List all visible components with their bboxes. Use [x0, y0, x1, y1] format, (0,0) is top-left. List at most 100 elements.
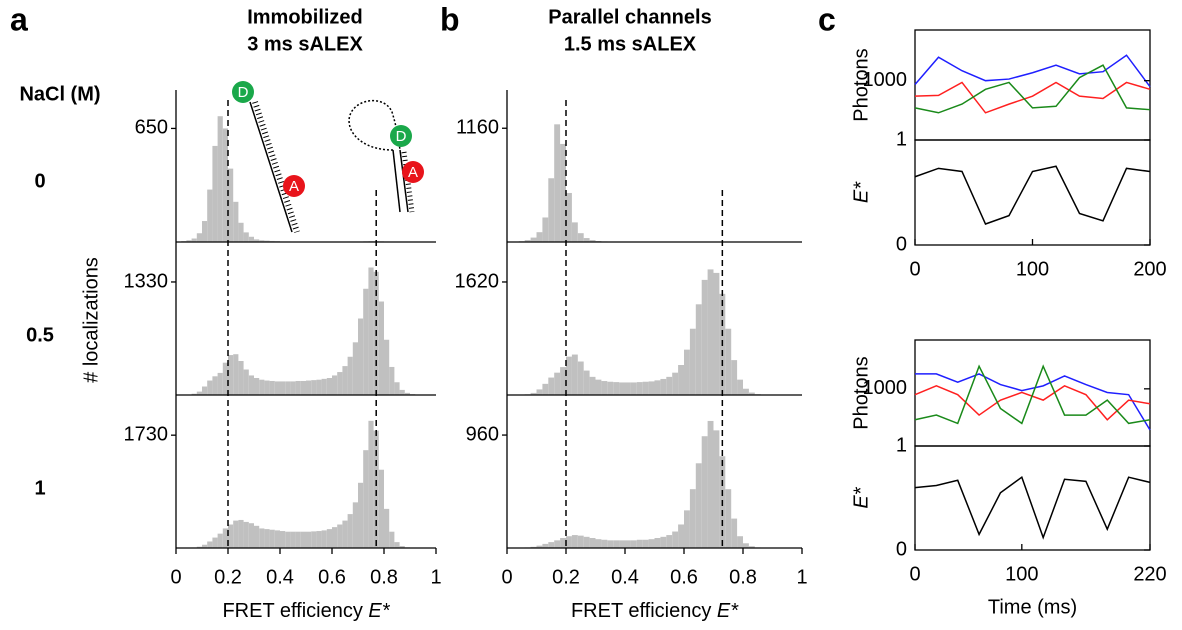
y-tick-label: 0 — [896, 538, 907, 560]
histogram-bar — [660, 536, 667, 548]
plot-frame — [914, 445, 1151, 551]
histogram-bar — [666, 535, 673, 548]
histogram-bar — [672, 531, 679, 548]
histogram-bar — [660, 378, 667, 395]
histogram-bar — [196, 391, 202, 395]
histogram-bar — [748, 546, 755, 548]
x-tick-label: 0.6 — [670, 566, 698, 588]
dye-circle — [402, 161, 424, 183]
histogram-bar — [743, 543, 749, 548]
x-tick-label: 0.4 — [266, 566, 294, 588]
histogram-bar — [248, 523, 254, 548]
trace-line — [914, 165, 1151, 225]
x-tick-label: 1 — [796, 566, 807, 588]
x-axis-label-symbol: E* — [717, 600, 739, 622]
histogram-bar — [337, 524, 343, 548]
dye-label: D — [238, 84, 249, 101]
histogram-bar — [222, 128, 228, 242]
histogram-bar — [536, 389, 543, 395]
histogram-bar — [684, 349, 690, 395]
y-tick-label: 1620 — [455, 270, 500, 292]
x-axis-label: Time (ms) — [988, 596, 1077, 618]
row-header: NaCl (M) — [19, 83, 100, 105]
histogram-bar — [295, 531, 301, 548]
histogram-bar — [358, 318, 364, 395]
histogram-bar — [399, 546, 405, 548]
histogram-bar — [259, 240, 265, 242]
histogram-bar — [347, 356, 353, 395]
histogram-bar — [542, 217, 549, 242]
histogram-bar — [678, 524, 684, 548]
histogram-bar — [186, 240, 192, 242]
histogram-bar — [280, 381, 286, 395]
histogram-bar — [389, 366, 395, 395]
y-tick-label: 1160 — [456, 117, 499, 139]
histogram-bar — [207, 541, 213, 548]
histogram-bar — [666, 376, 673, 395]
dye-label: D — [396, 128, 407, 145]
panel-label: b — [440, 1, 460, 37]
panel-label: a — [10, 1, 28, 37]
x-axis-label-symbol: E* — [368, 600, 390, 622]
histogram-bar — [394, 382, 400, 395]
histogram-bar — [290, 381, 296, 395]
histogram-bar — [238, 519, 244, 548]
histogram-bar — [290, 531, 296, 548]
histogram-bar — [342, 520, 348, 548]
histogram-bar — [358, 482, 364, 548]
histogram-bar — [654, 538, 661, 548]
histogram-bar — [571, 222, 578, 242]
hairpin-stem — [392, 149, 401, 213]
histogram-bar — [233, 520, 239, 548]
histogram-bar — [607, 540, 614, 548]
histogram-bar — [701, 436, 708, 548]
histogram-bar — [743, 388, 749, 395]
x-axis-label: FRET efficiency E* — [222, 600, 390, 622]
trace-line — [914, 64, 1151, 114]
histogram-bar — [233, 354, 239, 395]
y-axis-label: E* — [850, 181, 872, 203]
histogram-bar — [630, 540, 637, 548]
panel-subtitle: 3 ms sALEX — [247, 33, 363, 55]
histogram-bar — [625, 382, 631, 395]
histogram-bar — [731, 360, 738, 395]
histogram-bar — [337, 372, 343, 395]
x-tick-label: 220 — [1133, 563, 1166, 585]
histogram-bar — [352, 502, 358, 548]
histogram-bar — [321, 530, 327, 548]
histogram-bar — [264, 380, 270, 395]
histogram-bar — [274, 530, 280, 548]
histogram-bar — [654, 380, 661, 395]
histogram-bar — [536, 545, 543, 548]
y-tick-label: 1 — [896, 128, 907, 150]
dye-cartoon: D A D A — [232, 81, 424, 233]
y-tick-label: 0 — [896, 233, 907, 255]
histogram-bar — [619, 540, 625, 548]
histogram-bar — [228, 355, 234, 395]
histogram-bar — [363, 450, 369, 548]
histogram-bar — [577, 361, 584, 395]
histogram-bar — [269, 380, 275, 395]
panel-title: Immobilized — [247, 6, 363, 28]
histogram-bar — [196, 233, 202, 242]
histogram-bar — [285, 531, 291, 548]
histogram-bar — [311, 531, 317, 548]
histogram-bar — [560, 367, 566, 395]
y-axis-label: Photons — [850, 48, 872, 121]
histogram-bar — [368, 420, 374, 548]
histogram-bar — [737, 536, 743, 548]
histogram-bar — [554, 372, 561, 395]
dna-strand — [249, 101, 293, 233]
x-axis-label-text: FRET efficiency — [571, 600, 711, 622]
histogram-bar — [713, 430, 720, 548]
histogram-bar — [259, 528, 265, 548]
histogram-bar — [222, 528, 228, 548]
histogram-bar — [368, 267, 374, 395]
trace-line — [914, 385, 1151, 421]
histogram-bar — [589, 240, 596, 242]
y-tick-label: 960 — [466, 423, 499, 445]
histogram-bar — [311, 380, 317, 395]
histogram-bar — [672, 372, 679, 395]
histogram-bar — [548, 377, 555, 395]
